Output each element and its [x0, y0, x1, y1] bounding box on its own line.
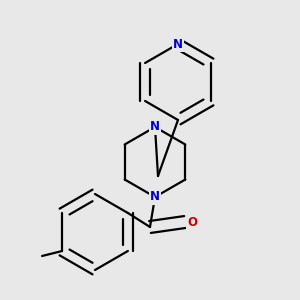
Text: N: N: [150, 121, 160, 134]
Text: N: N: [150, 190, 160, 203]
Text: O: O: [187, 215, 197, 229]
Text: N: N: [173, 38, 183, 50]
